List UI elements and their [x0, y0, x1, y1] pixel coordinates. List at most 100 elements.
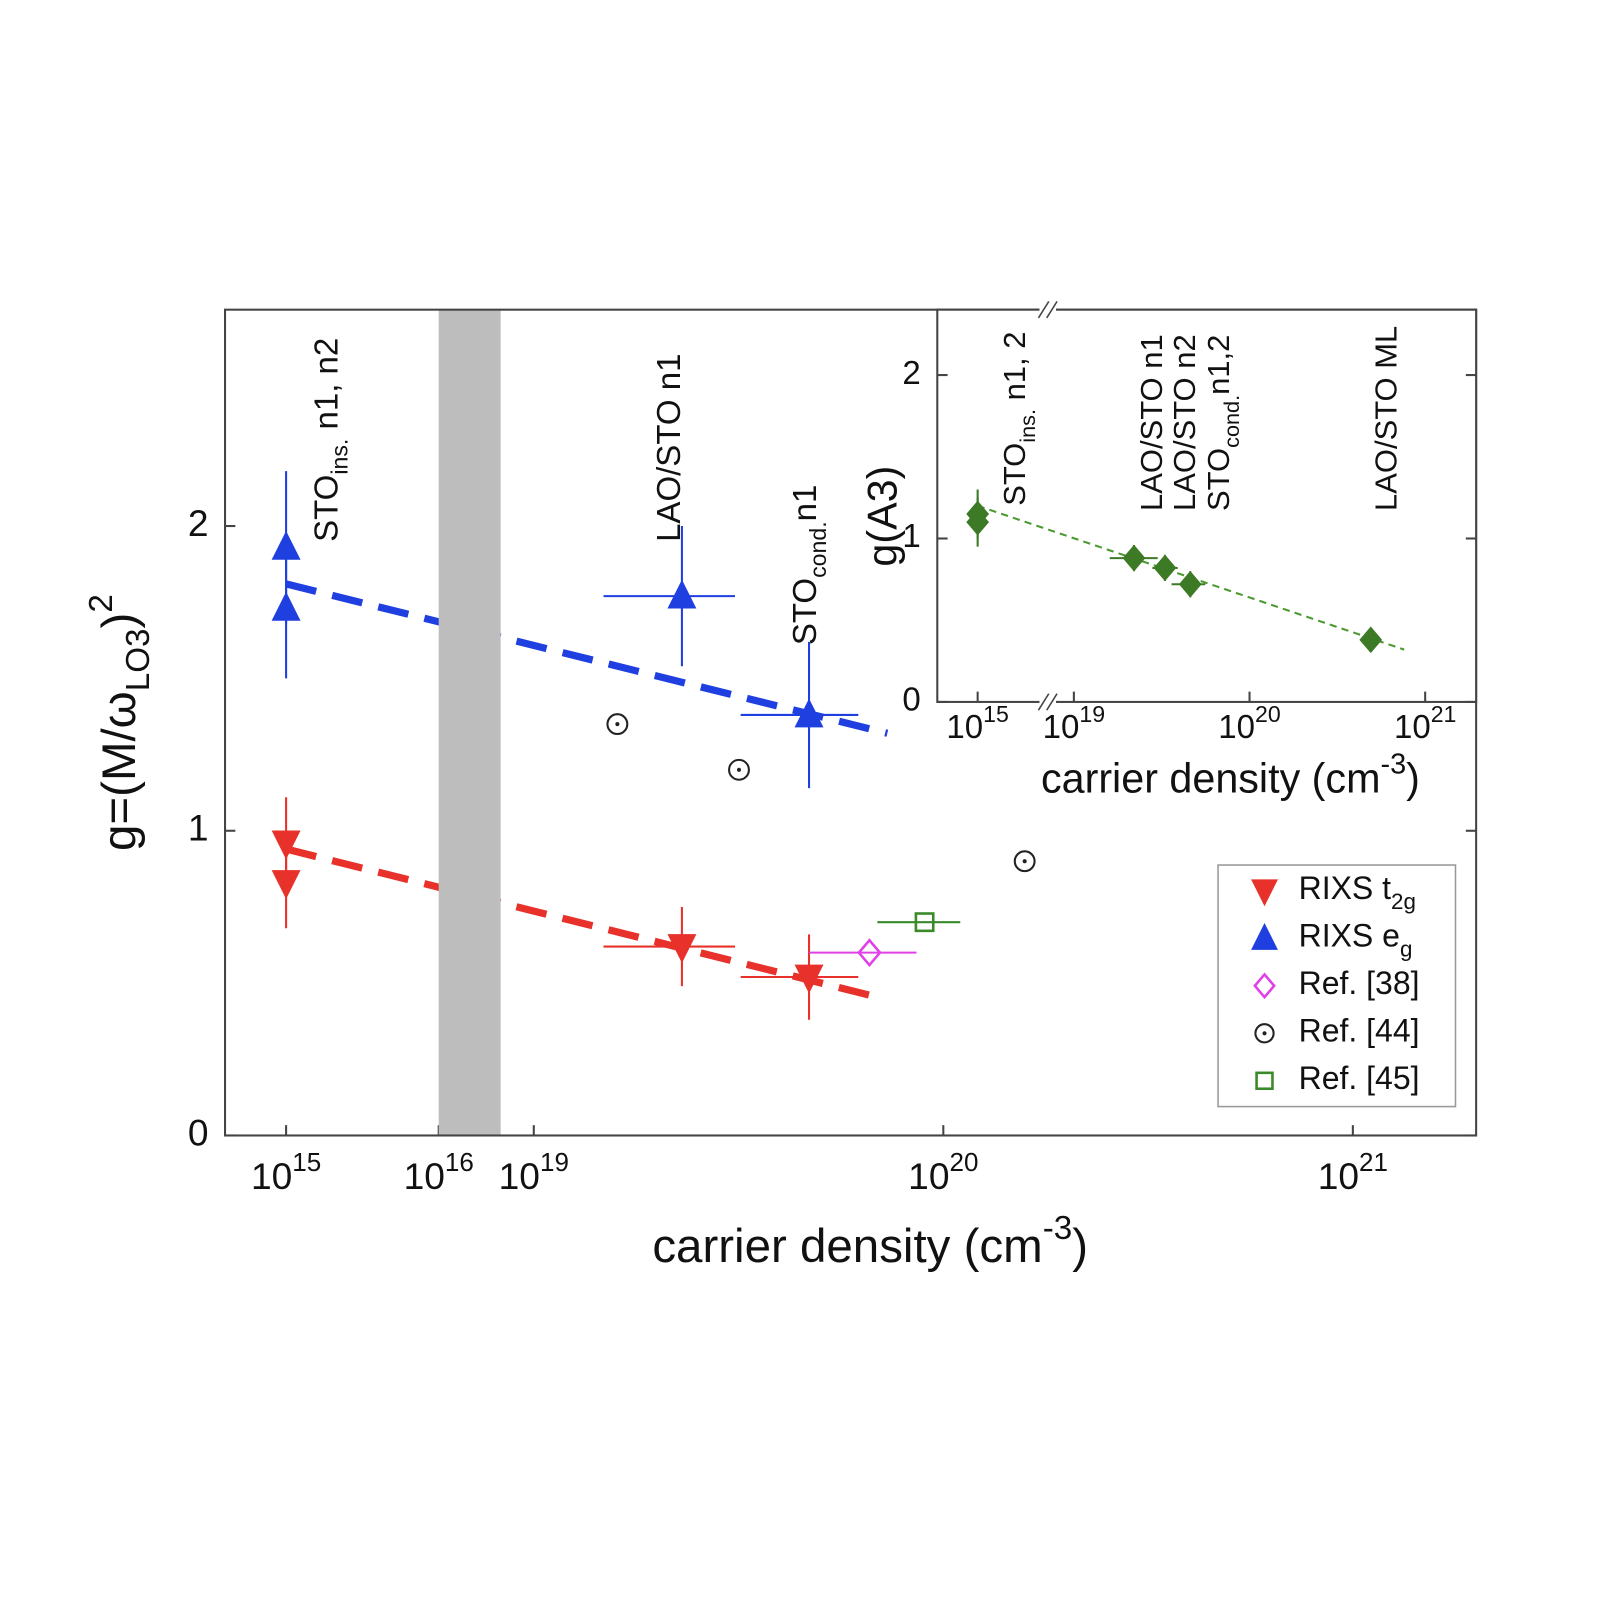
text-part: LAO/STO ML	[1369, 326, 1404, 511]
marker	[667, 934, 697, 964]
axis-break-gap	[1039, 693, 1056, 711]
tick-base: 10	[251, 1155, 292, 1197]
annotation: STOcond.n1,2	[1201, 335, 1244, 511]
tick-exponent: 16	[445, 1147, 474, 1177]
annotation: LAO/STO n1	[650, 354, 687, 542]
x-tick-label: 1016	[404, 1147, 474, 1197]
marker	[1359, 626, 1383, 654]
text-part: n1, 2	[997, 332, 1032, 409]
legend-label: Ref. [45]	[1299, 1060, 1420, 1096]
marker-dot	[1262, 1031, 1267, 1036]
x-axis-label: carrier density (cm-3)	[652, 1210, 1088, 1272]
annotation: LAO/STO n2	[1167, 334, 1202, 511]
annotation: LAO/STO ML	[1369, 326, 1404, 511]
legend-marker	[1254, 1023, 1275, 1044]
legend-label: RIXS t2g	[1299, 870, 1416, 914]
text-part: carrier density (cm	[1041, 755, 1380, 801]
axis-break-gap	[1039, 301, 1056, 318]
text-part: RIXS t	[1299, 870, 1392, 906]
text-part: Ref. [38]	[1299, 965, 1420, 1001]
axis-break-band	[438, 309, 501, 1136]
marker-dot	[1022, 859, 1027, 864]
text-part: LAO/STO n2	[1167, 334, 1202, 511]
legend-marker	[1251, 879, 1278, 907]
marker	[857, 938, 882, 968]
marker	[1013, 850, 1036, 873]
text-part: n1, n2	[307, 338, 344, 439]
text-part: STO	[997, 443, 1032, 506]
fit-line	[285, 845, 884, 1002]
tick-exponent: 15	[292, 1147, 321, 1177]
marker-ring	[606, 713, 629, 736]
y-tick-label: 1	[188, 807, 209, 849]
y-axis-label: g=(M/ωLO3)2	[83, 594, 157, 851]
legend-box	[1217, 864, 1457, 1108]
y-tick-label: 1	[902, 517, 920, 554]
fit-line	[285, 580, 889, 737]
tick-exponent: 15	[983, 701, 1009, 727]
axis-break-mark	[1046, 301, 1058, 319]
marker	[271, 591, 301, 621]
plot-background	[937, 309, 1477, 702]
tick-exponent: 20	[1255, 701, 1281, 727]
text-part: Ref. [44]	[1299, 1013, 1420, 1049]
text-part: STO	[307, 475, 344, 542]
x-tick-label: 1020	[1218, 701, 1280, 745]
marker	[1178, 570, 1202, 598]
y-axis-label: g(A3)	[860, 466, 906, 567]
text-part: g=(M/ω	[92, 691, 145, 851]
text-part: n1	[786, 485, 823, 522]
tick-base: 10	[404, 1155, 445, 1197]
text-part: -3	[1043, 1210, 1073, 1247]
marker	[271, 870, 301, 900]
legend-marker	[1251, 922, 1278, 950]
legend-label: RIXS eg	[1299, 918, 1413, 962]
tick-exponent: 20	[950, 1147, 979, 1177]
legend-marker	[1253, 972, 1276, 1000]
text-part: LAO/STO n1	[1134, 334, 1169, 511]
text-part: g	[1400, 937, 1412, 962]
text-part: ins.	[326, 439, 352, 475]
y-tick-label: 0	[902, 681, 920, 718]
x-tick-label: 1019	[1043, 701, 1105, 745]
tick-base: 10	[1394, 707, 1431, 744]
text-part: STO	[1201, 448, 1236, 511]
text-part: carrier density (cm	[652, 1220, 1042, 1273]
y-tick-label: 2	[188, 502, 209, 544]
text-part: RIXS e	[1299, 918, 1400, 954]
text-part: )	[92, 613, 145, 629]
annotation: STOins. n1, n2	[307, 338, 352, 542]
y-tick-label: 0	[188, 1111, 209, 1153]
annotation: STOins. n1, 2	[997, 332, 1040, 506]
annotation: STOcond.n1	[786, 485, 831, 646]
marker-ring	[1013, 850, 1036, 873]
legend-marker	[1255, 1071, 1274, 1091]
marker-ring	[1254, 1023, 1275, 1044]
text-part: )	[1406, 755, 1420, 801]
marker-ring	[728, 758, 750, 781]
text-part: n1,2	[1201, 335, 1236, 395]
marker	[966, 508, 989, 536]
x-tick-label: 1020	[908, 1147, 978, 1197]
text-part: ins.	[1015, 409, 1040, 443]
text-part: -3	[1380, 748, 1406, 780]
tick-base: 10	[1043, 707, 1080, 744]
x-tick-label: 1015	[946, 701, 1008, 745]
legend-label: Ref. [38]	[1299, 965, 1420, 1001]
marker	[794, 964, 824, 994]
marker-dot	[615, 722, 620, 727]
plot-frame	[936, 308, 1478, 703]
marker	[1122, 544, 1146, 572]
text-part: STO	[786, 578, 823, 645]
tick-exponent: 19	[1079, 701, 1105, 727]
tick-base: 10	[946, 707, 983, 744]
marker	[606, 713, 629, 736]
plot-frame	[224, 308, 1478, 1137]
marker	[667, 579, 697, 609]
axis-break-mark	[1037, 693, 1050, 711]
tick-exponent: 21	[1359, 1147, 1388, 1177]
text-part: Ref. [45]	[1299, 1060, 1420, 1096]
axis-break-mark	[1046, 693, 1058, 711]
